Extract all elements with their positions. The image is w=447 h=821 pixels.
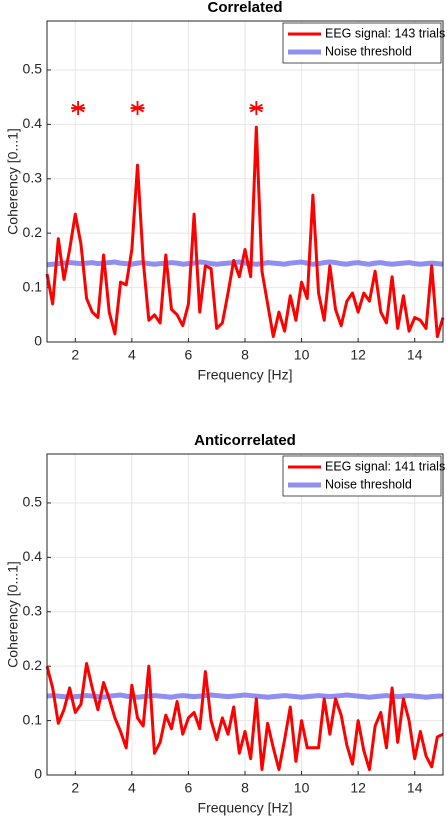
x-tick-label: 4 — [128, 780, 136, 796]
y-tick-label: 0.2 — [23, 657, 43, 673]
y-tick-label: 0.4 — [23, 548, 43, 564]
axes-box — [46, 453, 444, 776]
x-tick-label: 10 — [294, 347, 310, 363]
series-line — [45, 125, 445, 339]
y-tick-label: 0.5 — [23, 494, 43, 510]
x-tick-label: 8 — [241, 780, 249, 796]
legend-box — [282, 455, 442, 497]
x-tick-label: 12 — [350, 780, 366, 796]
x-tick-label: 2 — [71, 347, 79, 363]
y-tick-label: 0.1 — [23, 711, 43, 727]
significance-marker — [130, 101, 145, 116]
y-tick-label: 0 — [34, 766, 42, 782]
chart-title: Correlated — [207, 0, 282, 16]
significance-marker — [249, 101, 264, 116]
y-axis-label: Coherency [0...1] — [5, 128, 21, 235]
axes-box — [46, 20, 444, 343]
x-tick-label: 6 — [185, 780, 193, 796]
x-tick-label: 2 — [71, 780, 79, 796]
legend-box — [282, 22, 442, 64]
legend-label: Noise threshold — [325, 44, 412, 58]
x-tick-label: 14 — [407, 780, 423, 796]
x-tick-label: 6 — [185, 347, 193, 363]
y-tick-label: 0.5 — [23, 61, 43, 77]
y-axis-label: Coherency [0...1] — [5, 561, 21, 668]
y-tick-label: 0.3 — [23, 169, 43, 185]
series-line — [46, 259, 444, 268]
x-tick-label: 10 — [294, 780, 310, 796]
y-tick-label: 0.2 — [23, 224, 43, 240]
legend-label: Noise threshold — [325, 477, 412, 491]
significance-marker — [71, 101, 86, 116]
y-tick-label: 0.3 — [23, 602, 43, 618]
legend-label: EEG signal: 143 trials — [325, 26, 445, 40]
chart-title: Anticorrelated — [194, 432, 296, 449]
legend-label: EEG signal: 141 trials — [325, 459, 445, 473]
series-line — [46, 692, 443, 700]
x-axis-label: Frequency [Hz] — [198, 800, 293, 816]
x-tick-label: 14 — [407, 347, 423, 363]
y-tick-label: 0 — [34, 333, 42, 349]
y-tick-label: 0.1 — [23, 278, 43, 294]
x-tick-label: 12 — [350, 347, 366, 363]
y-tick-label: 0.4 — [23, 115, 43, 131]
series-line — [45, 661, 444, 772]
x-tick-label: 4 — [128, 347, 136, 363]
x-tick-label: 8 — [241, 347, 249, 363]
x-axis-label: Frequency [Hz] — [198, 367, 293, 383]
